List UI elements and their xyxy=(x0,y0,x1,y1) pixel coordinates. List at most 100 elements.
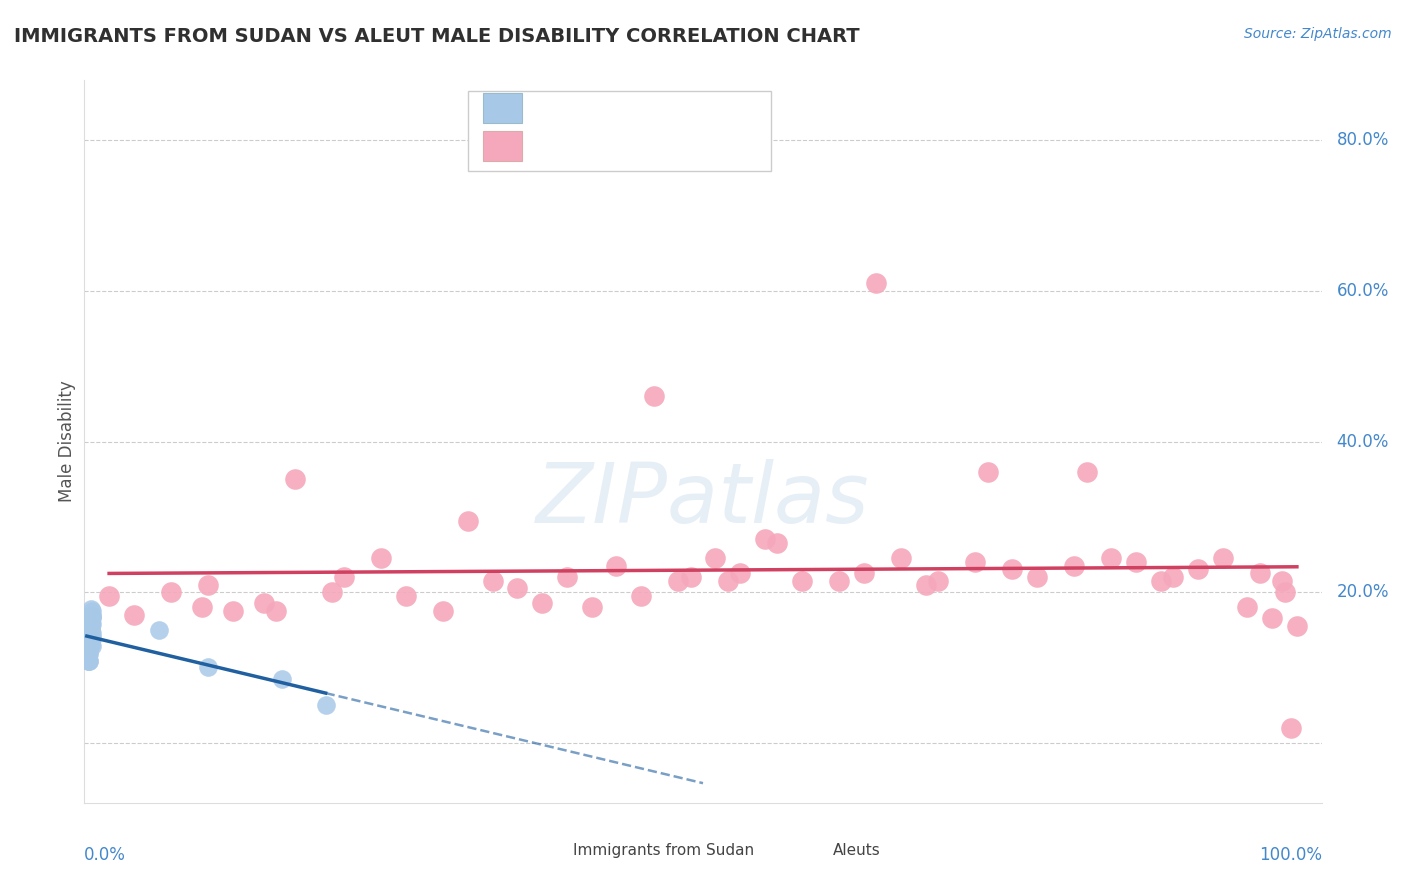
Point xyxy=(80,609,103,624)
Point xyxy=(79,616,101,631)
Point xyxy=(79,645,101,659)
Point xyxy=(79,629,101,643)
Point xyxy=(79,614,101,628)
Point xyxy=(80,611,103,625)
Point xyxy=(457,514,479,528)
Point xyxy=(717,574,740,588)
Point xyxy=(1285,619,1308,633)
Point xyxy=(79,632,101,646)
Point xyxy=(481,574,503,588)
Text: 80.0%: 80.0% xyxy=(1337,131,1389,150)
Point xyxy=(852,566,875,581)
Point xyxy=(1076,465,1098,479)
Point xyxy=(76,641,98,656)
FancyBboxPatch shape xyxy=(482,93,523,123)
Y-axis label: Male Disability: Male Disability xyxy=(58,381,76,502)
Point xyxy=(965,555,987,569)
Text: 60.0%: 60.0% xyxy=(1337,282,1389,300)
Point xyxy=(679,570,702,584)
Text: Immigrants from Sudan: Immigrants from Sudan xyxy=(574,843,754,858)
Point xyxy=(80,604,103,618)
Point xyxy=(80,609,103,624)
Point xyxy=(80,630,103,644)
Point xyxy=(1249,566,1271,581)
Text: ZIPatlas: ZIPatlas xyxy=(536,458,870,540)
Point xyxy=(79,619,101,633)
Point xyxy=(914,577,936,591)
Point xyxy=(666,574,689,588)
Point xyxy=(197,660,219,674)
Point xyxy=(865,277,887,291)
Point xyxy=(976,465,998,479)
Point xyxy=(1001,562,1024,576)
Point xyxy=(271,672,294,686)
Point xyxy=(79,632,101,646)
Point xyxy=(79,624,101,639)
Point xyxy=(1271,574,1294,588)
Point xyxy=(77,647,100,661)
Point xyxy=(1187,562,1209,576)
Point xyxy=(253,596,276,610)
Point xyxy=(76,639,98,653)
Point xyxy=(1279,721,1302,735)
Point xyxy=(77,623,100,637)
Point xyxy=(333,570,356,584)
Point xyxy=(77,647,100,661)
Point xyxy=(1125,555,1147,569)
Point xyxy=(80,632,103,646)
Point xyxy=(191,600,214,615)
Point xyxy=(79,619,101,633)
Point xyxy=(927,574,949,588)
Point xyxy=(79,619,101,633)
Point xyxy=(506,582,529,596)
Point xyxy=(79,624,101,639)
Point xyxy=(728,566,751,581)
Point xyxy=(754,533,776,547)
Text: R =  0.174   N = 56: R = 0.174 N = 56 xyxy=(537,136,699,155)
Point xyxy=(321,585,343,599)
Point xyxy=(122,607,145,622)
Point xyxy=(1261,611,1284,625)
Point xyxy=(1236,600,1258,615)
Point xyxy=(581,600,603,615)
Text: 40.0%: 40.0% xyxy=(1337,433,1389,450)
FancyBboxPatch shape xyxy=(796,840,823,861)
Point xyxy=(79,616,101,631)
Point xyxy=(80,626,103,640)
Point xyxy=(79,601,101,615)
Point xyxy=(1161,570,1184,584)
Point xyxy=(370,551,392,566)
Point xyxy=(79,624,101,639)
Point xyxy=(79,654,101,668)
Text: R = -0.131   N = 54: R = -0.131 N = 54 xyxy=(537,99,700,117)
Text: 0.0%: 0.0% xyxy=(84,847,127,864)
Point xyxy=(1274,585,1296,599)
Text: 20.0%: 20.0% xyxy=(1337,583,1389,601)
Point xyxy=(77,634,100,648)
Point xyxy=(284,472,307,486)
Point xyxy=(80,616,103,631)
Point xyxy=(630,589,652,603)
Point xyxy=(79,638,101,652)
Point xyxy=(79,611,101,625)
Text: Source: ZipAtlas.com: Source: ZipAtlas.com xyxy=(1244,27,1392,41)
Point xyxy=(79,632,101,646)
Point xyxy=(77,647,100,661)
Point xyxy=(98,589,121,603)
Point xyxy=(1212,551,1234,566)
Point xyxy=(77,636,100,650)
Text: IMMIGRANTS FROM SUDAN VS ALEUT MALE DISABILITY CORRELATION CHART: IMMIGRANTS FROM SUDAN VS ALEUT MALE DISA… xyxy=(14,27,859,45)
Point xyxy=(1063,558,1085,573)
Point xyxy=(222,604,245,618)
Point xyxy=(264,604,287,618)
Point xyxy=(77,632,100,646)
Point xyxy=(432,604,454,618)
Point xyxy=(605,558,627,573)
Point xyxy=(1099,551,1122,566)
Point xyxy=(79,639,101,653)
Point xyxy=(643,389,665,403)
Point xyxy=(79,615,101,630)
Point xyxy=(1026,570,1049,584)
Point xyxy=(160,585,183,599)
Point xyxy=(80,639,103,653)
